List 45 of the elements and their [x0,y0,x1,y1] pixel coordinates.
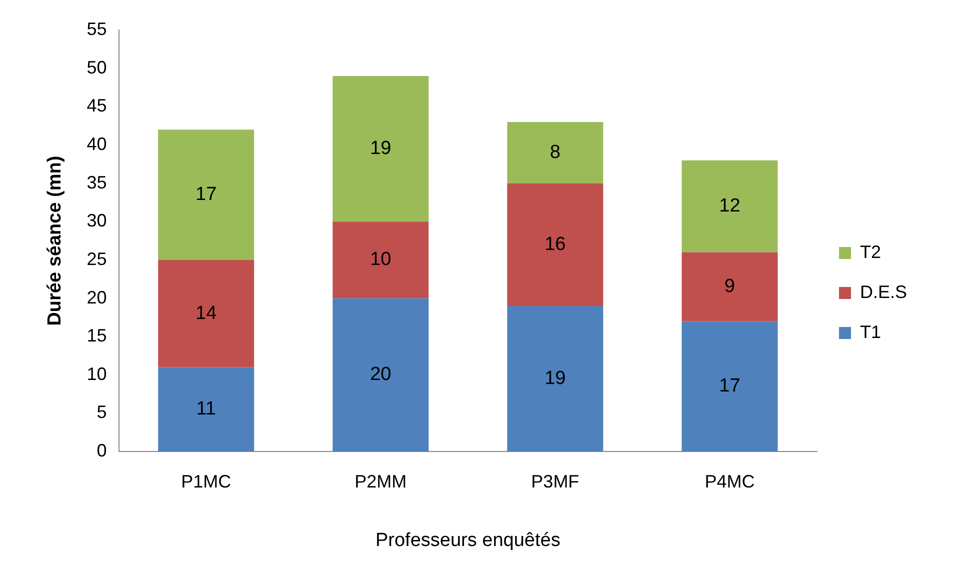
legend-label: T1 [860,322,882,342]
bar [507,183,604,306]
bar [332,298,429,452]
y-tick-label: 25 [86,248,107,269]
y-tick-label: 55 [86,18,107,39]
legend-label: T2 [860,242,882,262]
x-axis-title: Professeurs enquêtés [375,530,560,551]
data-label: 19 [544,368,566,390]
y-tick-label: 5 [96,402,107,422]
bar [158,367,254,452]
bar [158,260,254,368]
bar [158,130,254,260]
x-tick-label: P1MC [181,471,232,492]
bar [507,122,604,184]
y-tick-label: 30 [86,210,107,231]
y-axis-title: Durée séance (mn) [44,156,66,326]
bar [332,76,429,222]
data-label: 16 [544,234,566,255]
bar [682,252,778,322]
bar [682,160,778,252]
data-label: 8 [550,142,560,163]
y-tick-label: 35 [86,172,107,192]
data-label: 20 [370,364,392,386]
legend-label: D.E.S [860,282,908,302]
y-tick-label: 45 [86,96,107,116]
data-label: 10 [370,249,392,270]
y-tick-label: 20 [86,287,107,308]
y-tick-label: 40 [86,134,107,154]
bar [332,222,429,298]
y-tick-label: 50 [86,57,107,78]
x-tick-label: P3MF [531,471,580,492]
data-label: 14 [196,302,218,324]
x-tick-label: P4MC [704,471,755,492]
y-tick-label: 15 [86,326,107,346]
data-label: 11 [196,398,216,420]
x-tick-label: P2MM [354,471,407,492]
data-label: 17 [196,184,217,206]
data-label: 9 [724,276,736,298]
data-label: 17 [719,376,740,397]
bar [507,306,604,452]
y-tick-label: 0 [96,440,107,461]
data-label: 19 [370,138,392,160]
bar [682,321,778,452]
y-tick-label: 10 [86,364,107,384]
data-label: 12 [719,196,740,217]
